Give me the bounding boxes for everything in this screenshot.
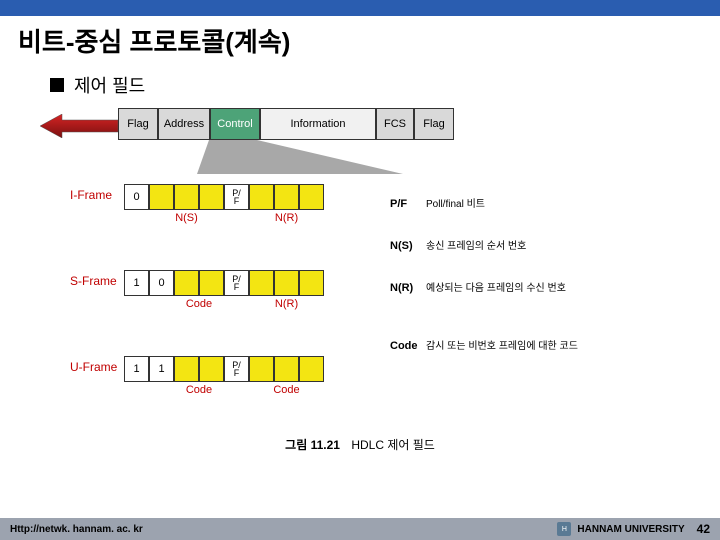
- group-label-n(s): N(S): [149, 212, 224, 224]
- legend-value: 송신 프레임의 순서 번호: [426, 241, 526, 252]
- bit-7: [299, 184, 324, 210]
- row-label: S-Frame: [70, 274, 117, 288]
- bit-cells: 11 P/F: [124, 356, 324, 382]
- bit-5: [249, 356, 274, 382]
- legend-key: N(R): [390, 282, 426, 294]
- legend-key: P/F: [390, 198, 426, 210]
- legend-key: N(S): [390, 240, 426, 252]
- exploder-shape: [197, 140, 403, 174]
- group-label-code: Code: [174, 384, 224, 396]
- bit-4: P/F: [224, 356, 249, 382]
- subtitle-text: 제어 필드: [74, 72, 145, 98]
- bit-3: [199, 270, 224, 296]
- bit-cells: 0 P/F: [124, 184, 324, 210]
- frame-cell-flag: Flag: [118, 108, 158, 140]
- frame-cell-control: Control: [210, 108, 260, 140]
- frame-cell-flag: Flag: [414, 108, 454, 140]
- bit-0: 1: [124, 270, 149, 296]
- subtitle-row: 제어 필드: [50, 72, 145, 98]
- legend-value: Poll/final 비트: [426, 199, 485, 210]
- university-name: HANNAM UNIVERSITY: [577, 524, 684, 535]
- byte-row-u-frame: U-Frame11P/FCodeCode: [124, 356, 324, 382]
- group-label-code: Code: [249, 384, 324, 396]
- byte-row-i-frame: I-Frame0P/FN(S)N(R): [124, 184, 324, 210]
- bit-1: 0: [149, 270, 174, 296]
- page-title: 비트-중심 프로토콜(계속): [18, 22, 290, 59]
- diagram-area: FlagAddressControlInformationFCSFlag I-F…: [40, 100, 680, 480]
- bit-3: [199, 356, 224, 382]
- row-label: I-Frame: [70, 188, 112, 202]
- frame-cell-information: Information: [260, 108, 376, 140]
- bit-6: [274, 356, 299, 382]
- caption-number: 그림 11.21: [285, 438, 340, 452]
- page-number: 42: [697, 522, 710, 536]
- legend-item: Code감시 또는 비번호 프레임에 대한 코드: [390, 336, 578, 354]
- legend-value: 감시 또는 비번호 프레임에 대한 코드: [426, 341, 578, 352]
- bit-2: [174, 184, 199, 210]
- bit-0: 0: [124, 184, 149, 210]
- footer-bar: Http://netwk. hannam. ac. kr H HANNAM UN…: [0, 518, 720, 540]
- legend-key: Code: [390, 340, 426, 352]
- bit-5: [249, 184, 274, 210]
- group-label-n(r): N(R): [249, 298, 324, 310]
- footer-right: H HANNAM UNIVERSITY 42: [557, 522, 710, 536]
- bit-5: [249, 270, 274, 296]
- legend-item: N(S)송신 프레임의 순서 번호: [390, 236, 526, 254]
- caption-text: HDLC 제어 필드: [351, 438, 435, 452]
- bit-4: P/F: [224, 184, 249, 210]
- bit-6: [274, 270, 299, 296]
- bit-7: [299, 356, 324, 382]
- bit-4: P/F: [224, 270, 249, 296]
- frame-cell-fcs: FCS: [376, 108, 414, 140]
- university-logo-icon: H: [557, 522, 571, 536]
- group-label-code: Code: [174, 298, 224, 310]
- footer-url: Http://netwk. hannam. ac. kr: [10, 524, 143, 535]
- bit-7: [299, 270, 324, 296]
- group-label-n(r): N(R): [249, 212, 324, 224]
- legend-item: N(R)예상되는 다음 프레임의 수신 번호: [390, 278, 566, 296]
- bit-cells: 10 P/F: [124, 270, 324, 296]
- legend-value: 예상되는 다음 프레임의 수신 번호: [426, 283, 566, 294]
- bit-3: [199, 184, 224, 210]
- bit-1: [149, 184, 174, 210]
- bit-1: 1: [149, 356, 174, 382]
- figure-caption: 그림 11.21 HDLC 제어 필드: [40, 436, 680, 453]
- arrow-left-icon: [40, 114, 118, 143]
- bit-2: [174, 270, 199, 296]
- frame-cell-address: Address: [158, 108, 210, 140]
- square-bullet-icon: [50, 78, 64, 92]
- legend-item: P/FPoll/final 비트: [390, 194, 485, 212]
- bit-0: 1: [124, 356, 149, 382]
- row-label: U-Frame: [70, 360, 117, 374]
- bit-2: [174, 356, 199, 382]
- frame-structure: FlagAddressControlInformationFCSFlag: [118, 108, 454, 140]
- bit-6: [274, 184, 299, 210]
- byte-row-s-frame: S-Frame10P/FCodeN(R): [124, 270, 324, 296]
- header-stripe: [0, 0, 720, 16]
